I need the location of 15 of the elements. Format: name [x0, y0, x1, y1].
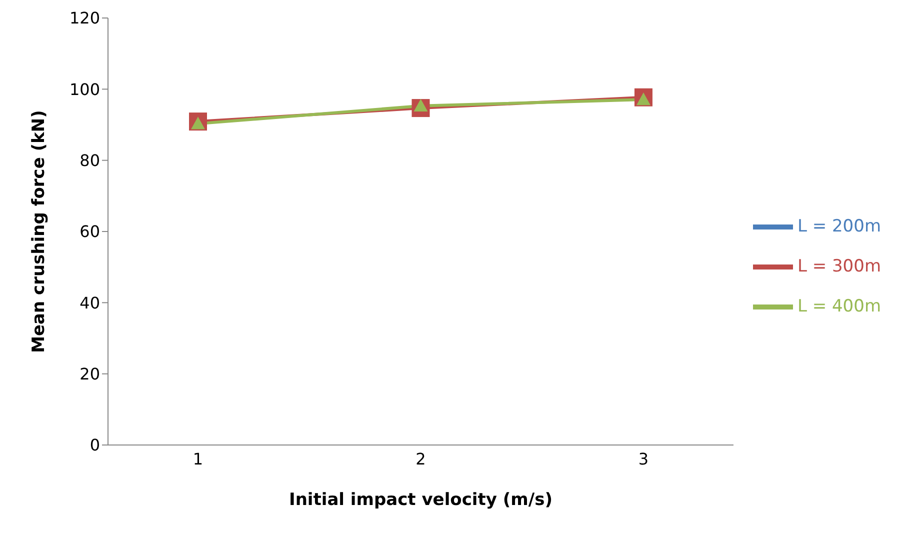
y-tick-label: 60: [80, 222, 100, 242]
y-tick-label: 40: [80, 293, 100, 312]
y-axis-title: Mean crushing force (kN): [29, 110, 50, 353]
x-tick-label: 2: [416, 449, 426, 468]
y-tick-label: 0: [90, 436, 100, 455]
y-tick-label: 120: [69, 8, 100, 28]
y-tick-label: 80: [80, 151, 100, 170]
x-axis-title: Initial impact velocity (m/s): [289, 490, 552, 510]
x-tick-label: 1: [192, 449, 204, 468]
legend-label: L = 300m: [797, 256, 881, 276]
y-tick-label: 100: [69, 80, 100, 99]
legend-label: L = 200m: [797, 216, 881, 236]
y-tick-label: 20: [80, 364, 100, 384]
legend-label: L = 400m: [797, 296, 881, 316]
x-tick-label: 3: [638, 449, 649, 468]
